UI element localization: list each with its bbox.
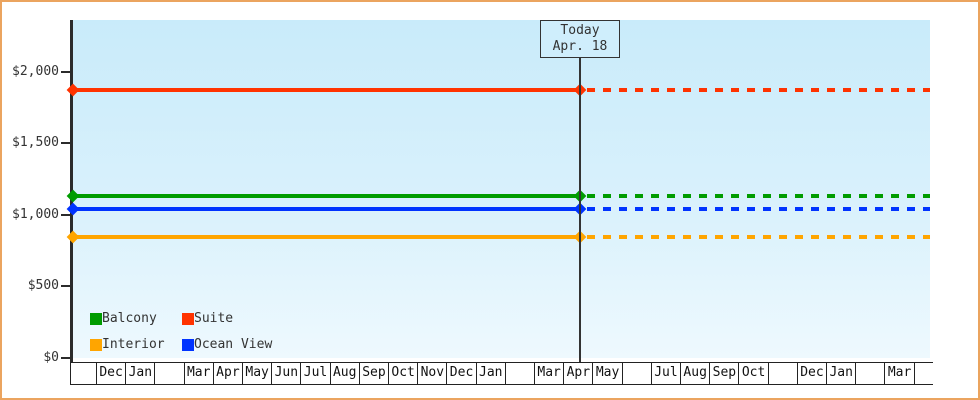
x-axis-month-cell: May <box>243 363 273 384</box>
x-axis-month-cell <box>856 363 886 384</box>
series-line-dashed-balcony <box>587 194 930 199</box>
x-axis-month-cell: Aug <box>681 363 711 384</box>
legend-label-balcony: Balcony <box>102 311 157 326</box>
legend-item-ocean-view: Ocean View <box>182 338 272 352</box>
today-vertical-line <box>579 57 581 362</box>
series-line-solid-balcony <box>73 194 580 199</box>
series-line-solid-ocean-view <box>73 207 580 212</box>
x-axis-month-cell: Jan <box>126 363 156 384</box>
legend-item-suite: Suite <box>182 312 272 326</box>
x-axis-month-cell: Apr <box>564 363 594 384</box>
x-axis-month-cell: Sep <box>360 363 390 384</box>
x-axis-month-cell: Dec <box>447 363 477 384</box>
legend-swatch-balcony-icon <box>90 313 102 325</box>
x-axis-month-cell: May <box>593 363 623 384</box>
y-axis-tick-mark <box>61 142 70 145</box>
x-axis-month-cell: Mar <box>885 363 915 384</box>
y-axis-tick-mark <box>61 213 70 216</box>
y-axis-tick-mark <box>61 70 70 73</box>
x-axis-month-row: Dec Jan Mar Apr May Jun Jul Aug Sep Oct Nov Dec Jan M… <box>70 362 933 385</box>
plot-area <box>73 20 930 358</box>
x-axis-month-cell: Aug <box>331 363 360 384</box>
x-axis-month-cell: Jan <box>827 363 857 384</box>
x-axis-month-cell <box>769 363 798 384</box>
x-axis-month-cell: Dec <box>97 363 127 384</box>
legend-swatch-suite-icon <box>182 313 194 325</box>
y-axis-tick-label: $500 <box>27 278 59 294</box>
x-axis-month-cell: Jan <box>477 363 506 384</box>
x-axis-month-cell: Oct <box>739 363 769 384</box>
legend-item-interior: Interior <box>90 338 182 352</box>
legend-label-suite: Suite <box>194 311 234 326</box>
y-axis-tick-label: $2,000 <box>12 63 59 79</box>
x-axis-month-cell <box>155 363 185 384</box>
x-axis-month-cell: Mar <box>535 363 565 384</box>
x-axis-month-cell: Mar <box>185 363 214 384</box>
x-axis-month-cell: Jul <box>301 363 331 384</box>
series-line-dashed-interior <box>587 234 930 239</box>
series-line-solid-suite <box>73 87 580 92</box>
series-line-dashed-ocean-view <box>587 207 930 212</box>
x-axis-month-cell: Apr <box>214 363 244 384</box>
x-axis-month-cell <box>915 363 934 384</box>
series-line-solid-interior <box>73 234 580 239</box>
legend-label-ocean-view: Ocean View <box>194 337 273 352</box>
x-axis-month-cell <box>71 363 97 384</box>
x-axis-month-cell <box>506 363 536 384</box>
y-axis-tick-label: $0 <box>43 350 59 365</box>
y-axis-tick-mark <box>61 357 70 359</box>
legend-label-interior: Interior <box>102 337 165 352</box>
legend-swatch-interior-icon <box>90 339 102 351</box>
x-axis-month-cell: Sep <box>710 363 740 384</box>
x-axis-month-cell: Dec <box>798 363 828 384</box>
legend-item-balcony: Balcony <box>90 312 182 326</box>
x-axis-month-cell: Jun <box>272 363 302 384</box>
x-axis-month-cell: Nov <box>418 363 448 384</box>
x-axis-month-cell <box>623 363 652 384</box>
series-line-dashed-suite <box>587 87 930 92</box>
y-axis-tick-mark <box>61 285 70 288</box>
legend-swatch-ocean-view-icon <box>182 339 194 351</box>
chart-legend: Balcony Suite Interior Ocean View <box>90 312 272 352</box>
x-axis-month-cell: Jul <box>652 363 682 384</box>
x-axis-month-cell: Oct <box>389 363 419 384</box>
today-label-line2: Apr. 18 <box>552 39 608 54</box>
y-axis-tick-label: $1,000 <box>12 206 59 222</box>
today-annotation-box: Today Apr. 18 <box>540 20 620 58</box>
y-axis-tick-label: $1,500 <box>12 135 59 151</box>
today-label-line1: Today <box>560 23 600 38</box>
